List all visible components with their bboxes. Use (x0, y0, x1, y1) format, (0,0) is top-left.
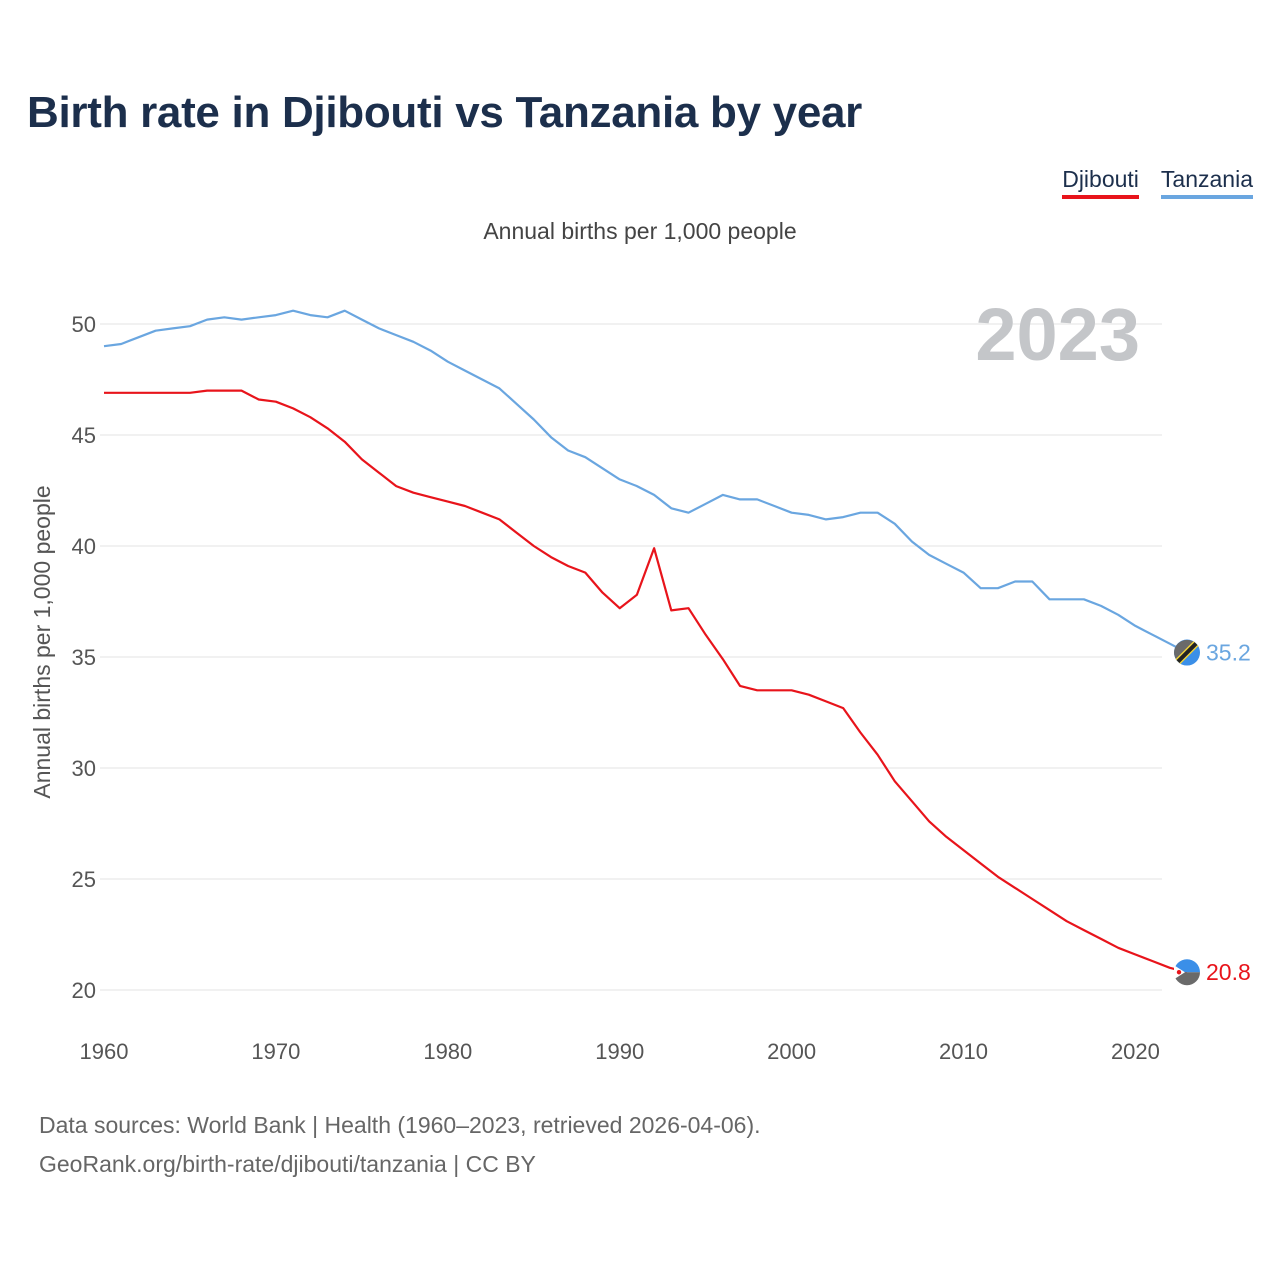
legend-item-tanzania[interactable]: Tanzania (1160, 166, 1253, 199)
legend: Djibouti Tanzania (1062, 166, 1253, 199)
series-lines (103, 309, 1188, 974)
y-tick-label: 25 (72, 867, 96, 892)
y-tick-label: 45 (72, 423, 96, 448)
y-axis-label: Annual births per 1,000 people (29, 485, 55, 798)
end-value-tanzania: 35.2 (1206, 640, 1251, 666)
end-markers: 20.8 35.2 (1174, 639, 1251, 986)
y-tick-label: 35 (72, 645, 96, 670)
y-tick-label: 20 (72, 978, 96, 1003)
series-line-tanzania[interactable] (103, 309, 1188, 654)
legend-item-djibouti[interactable]: Djibouti (1062, 166, 1139, 199)
x-tick-label: 1960 (80, 1039, 129, 1064)
flag-djibouti-icon (1174, 959, 1200, 986)
chart-title: Birth rate in Djibouti vs Tanzania by ye… (27, 88, 863, 137)
x-tick-label: 2010 (939, 1039, 988, 1064)
x-tick-label: 1980 (423, 1039, 472, 1064)
series-line-djibouti[interactable] (104, 389, 1188, 974)
flag-tanzania-icon (1174, 639, 1200, 666)
x-axis-ticks: 1960 1970 1980 1990 2000 2010 2020 (80, 1039, 1160, 1064)
footer-url[interactable]: GeoRank.org/birth-rate/djibouti/tanzania… (39, 1151, 536, 1177)
y-axis-ticks: 20 25 30 35 40 45 50 (72, 312, 96, 1003)
x-tick-label: 2000 (767, 1039, 816, 1064)
x-tick-label: 1990 (595, 1039, 644, 1064)
chart-subtitle: Annual births per 1,000 people (483, 218, 797, 244)
y-tick-label: 50 (72, 312, 96, 337)
footer: Data sources: World Bank | Health (1960–… (39, 1106, 761, 1184)
gridlines (100, 323, 1162, 991)
x-tick-label: 2020 (1111, 1039, 1160, 1064)
end-value-djibouti: 20.8 (1206, 959, 1251, 985)
year-watermark: 2023 (975, 293, 1140, 376)
y-tick-label: 40 (72, 534, 96, 559)
x-tick-label: 1970 (251, 1039, 300, 1064)
footer-sources: Data sources: World Bank | Health (1960–… (39, 1112, 761, 1138)
y-tick-label: 30 (72, 756, 96, 781)
